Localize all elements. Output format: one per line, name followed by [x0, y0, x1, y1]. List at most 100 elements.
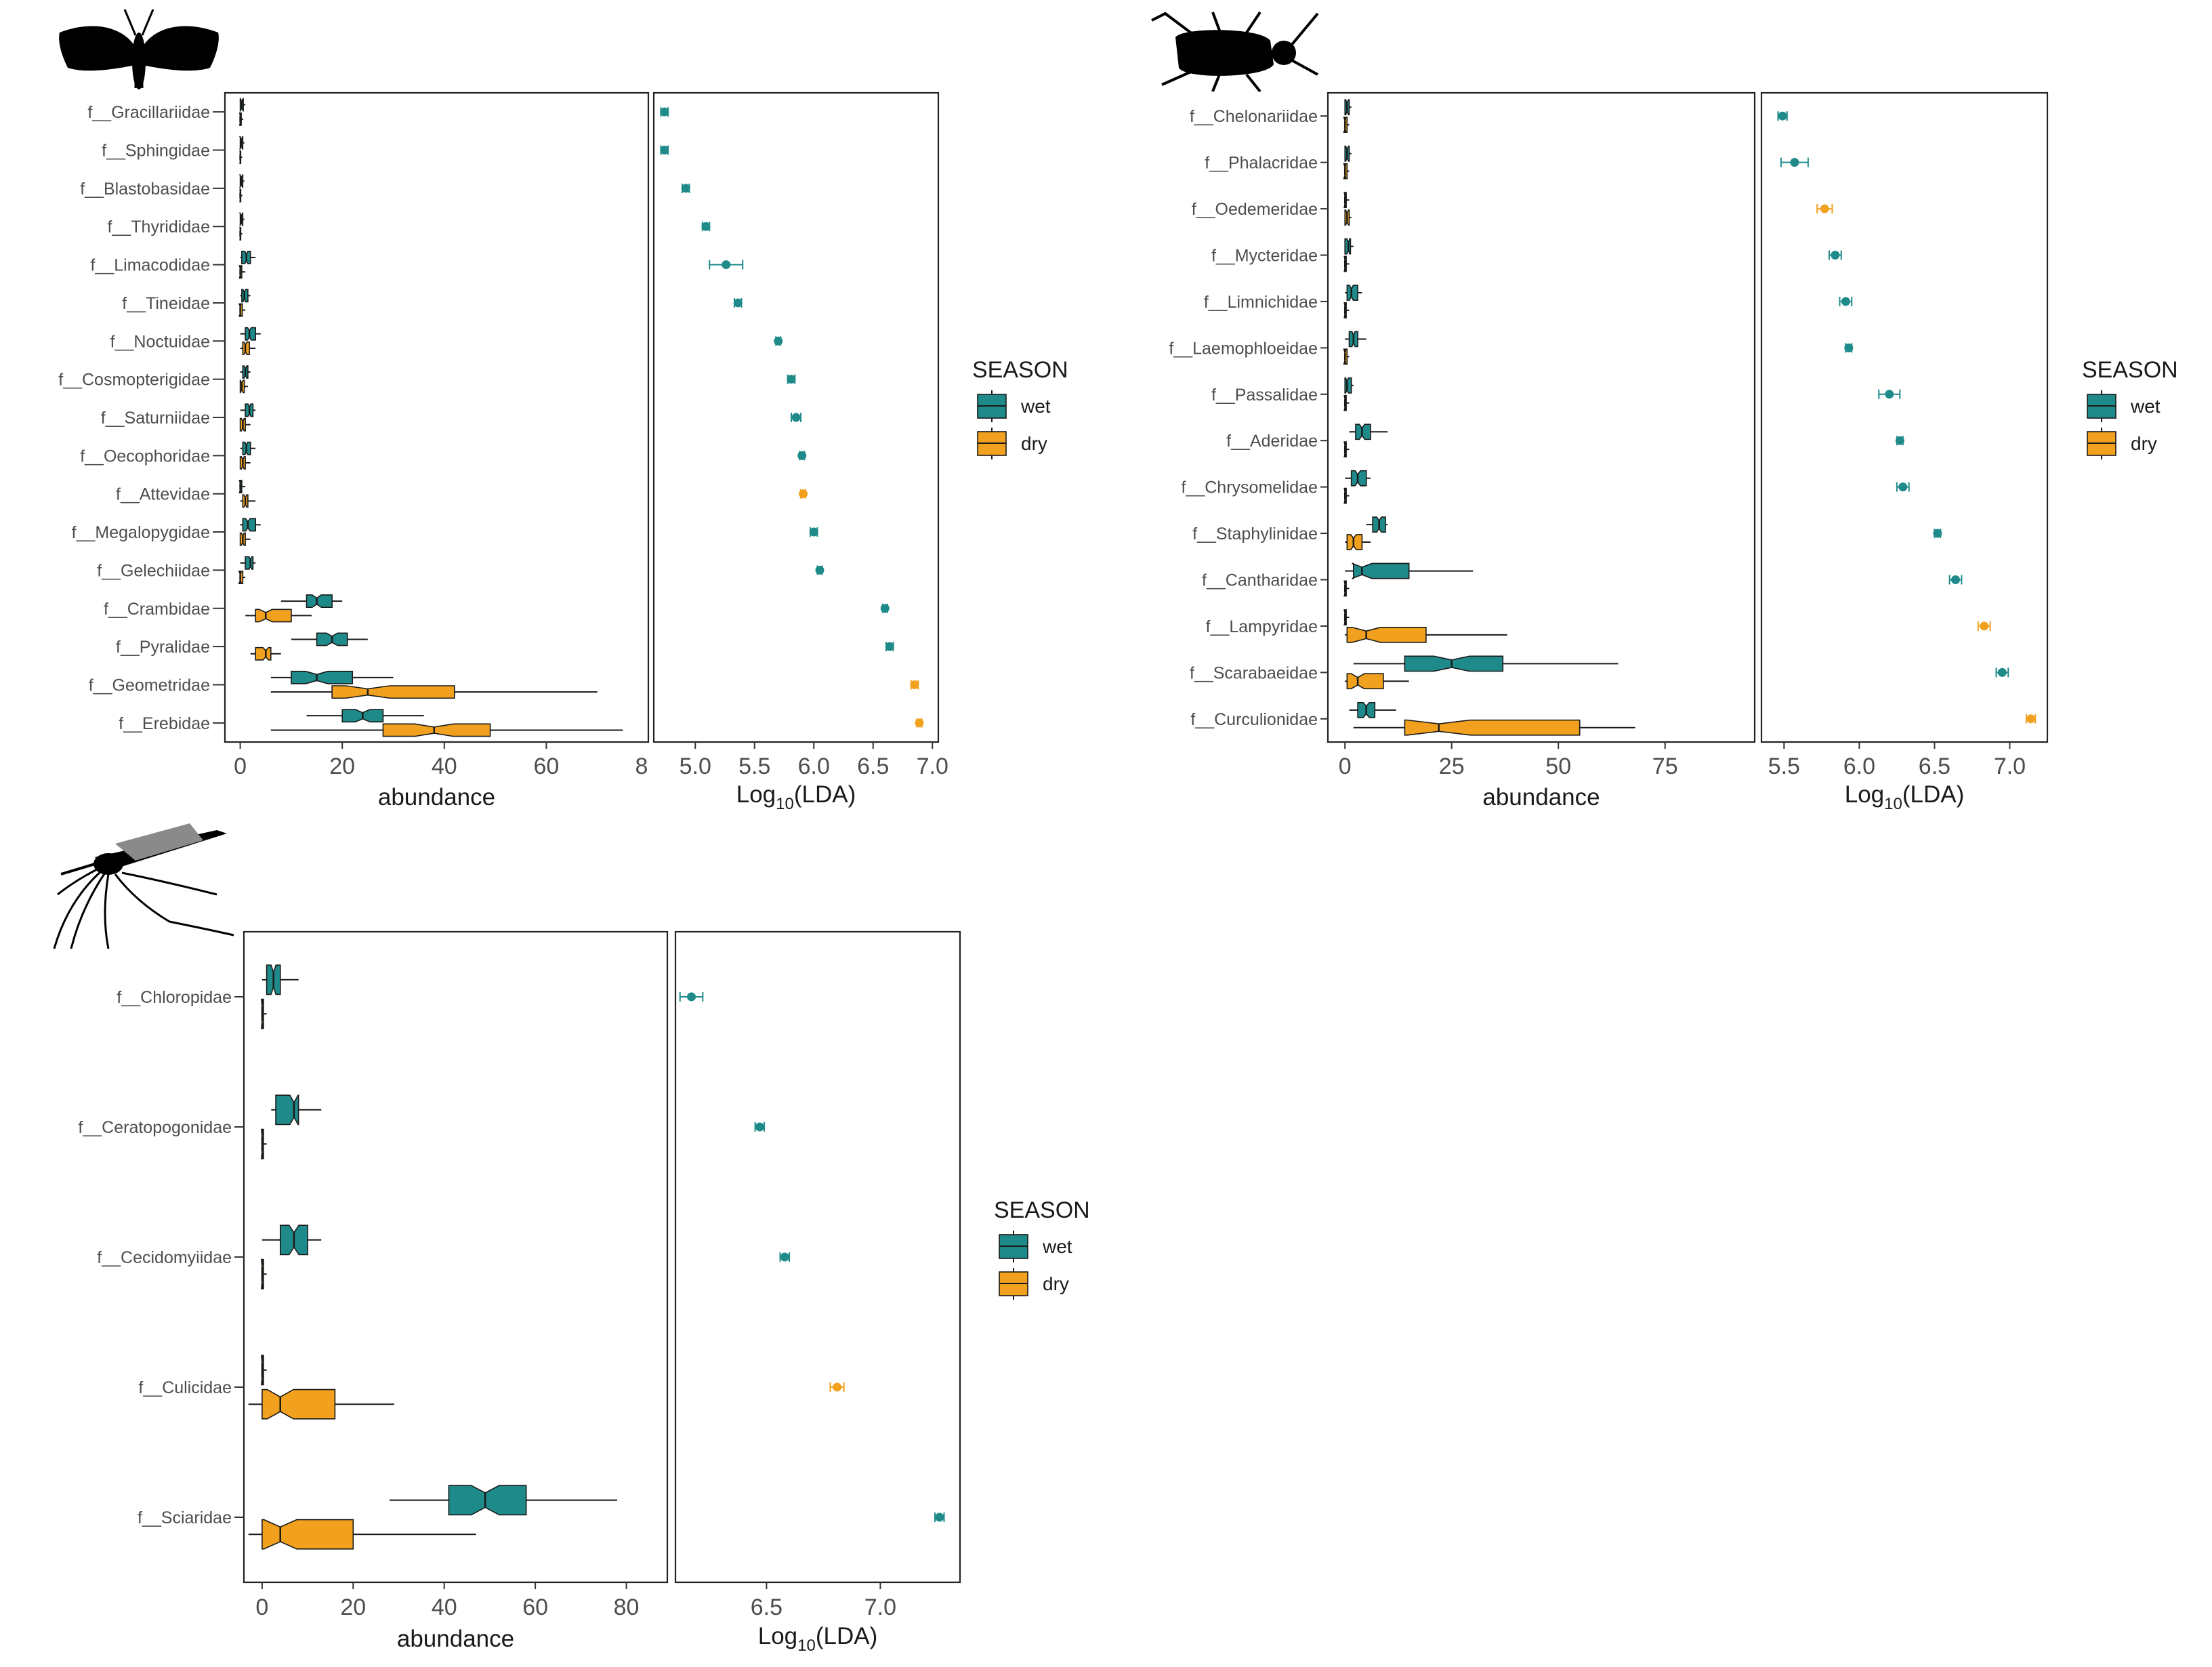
lda-point-dry — [915, 718, 924, 728]
lda-point-wet — [1885, 390, 1894, 399]
dry-box — [255, 646, 272, 661]
family-label: f__Passalidae — [1211, 386, 1318, 405]
family-label: f__Staphylinidae — [1192, 524, 1318, 543]
family-label: f__Saturniidae — [101, 409, 210, 428]
lda-point-wet — [1997, 667, 2007, 677]
dry-box — [1346, 534, 1363, 550]
family-label: f__Chloropidae — [117, 988, 232, 1007]
family-label: f__Pyralidae — [116, 638, 210, 657]
wet-box — [1344, 377, 1352, 394]
lda-point-dry — [910, 680, 919, 689]
moth-icon — [59, 9, 219, 89]
lda-plot-frame — [652, 91, 940, 743]
legend-label-dry: dry — [2131, 433, 2157, 454]
chart-panel-2: f__Chelonariidae f__Phalacridae f__Oedemer… — [1169, 91, 2178, 813]
wet-box — [245, 556, 254, 570]
lda-tick-label: 5.5 — [1768, 754, 1800, 779]
family-label: f__Megalopygidae — [72, 523, 210, 542]
family-label: f__Cosmopterigidae — [58, 371, 210, 390]
legend-label-wet: wet — [1020, 396, 1051, 417]
lda-tick-label: 6.5 — [1919, 754, 1950, 779]
lda-point-dry — [1980, 621, 1989, 631]
wet-box — [275, 1094, 299, 1126]
lda-point-wet — [787, 375, 796, 384]
family-label: f__Culicidae — [138, 1378, 232, 1397]
dry-box — [262, 1388, 336, 1420]
lda-point-wet — [660, 146, 669, 155]
lda-point-wet — [1895, 436, 1904, 445]
lda-point-wet — [1831, 251, 1840, 260]
abundance-tick-label: 0 — [1339, 754, 1352, 779]
family-label: f__Mycteridae — [1211, 247, 1318, 266]
lda-point-wet — [880, 604, 890, 613]
family-label: f__Phalacridae — [1205, 154, 1318, 173]
abundance-tick-label: 8 — [635, 754, 648, 779]
legend-title: SEASON — [2082, 357, 2178, 383]
lda-tick-label: 7.0 — [1994, 754, 2026, 779]
lda-point-dry — [799, 489, 808, 499]
abundance-plot-frame — [1327, 91, 1756, 743]
lda-point-wet — [774, 336, 783, 346]
legend-title: SEASON — [994, 1197, 1090, 1223]
lda-point-wet — [1790, 158, 1799, 167]
abundance-tick-label: 25 — [1439, 754, 1465, 779]
abundance-tick-label: 20 — [340, 1594, 366, 1620]
family-label: f__Curculionidae — [1190, 710, 1318, 729]
lda-point-wet — [1841, 297, 1850, 306]
lda-point-wet — [797, 451, 807, 460]
lda-tick-label: 5.0 — [680, 754, 711, 779]
family-label: f__Crambidae — [104, 600, 210, 619]
family-label: f__Geometridae — [89, 676, 210, 695]
abundance-tick-label: 40 — [432, 1594, 457, 1620]
wet-box — [291, 670, 354, 684]
lda-tick-label: 6.0 — [798, 754, 830, 779]
lda-point-wet — [1778, 111, 1787, 121]
abundance-plot-frame — [243, 930, 669, 1584]
family-label: f__Tineidae — [122, 294, 210, 313]
abundance-tick-label: 50 — [1545, 754, 1571, 779]
beetle-icon — [1151, 11, 1319, 93]
dry-box — [255, 609, 292, 623]
family-label: f__Ceratopogonidae — [78, 1118, 232, 1137]
abundance-axis-title: abundance — [1482, 784, 1600, 810]
mosquito-icon — [53, 823, 234, 949]
lda-point-wet — [755, 1122, 764, 1132]
wet-box — [306, 594, 333, 609]
abundance-tick-label: 60 — [522, 1594, 548, 1620]
family-label: f__Lampyridae — [1206, 617, 1318, 636]
dry-box — [262, 1519, 354, 1550]
lda-tick-label: 6.5 — [751, 1594, 782, 1620]
family-label: f__Erebidae — [119, 714, 210, 733]
family-label: f__Gelechiidae — [97, 561, 210, 580]
family-label: f__Scarabaeidae — [1190, 663, 1318, 682]
dry-box — [1346, 626, 1427, 643]
lda-axis-title: Log10(LDA) — [1845, 781, 1965, 813]
family-label: f__Limnichidae — [1204, 293, 1318, 312]
legend-title: SEASON — [972, 357, 1068, 383]
lda-point-wet — [1933, 529, 1942, 538]
family-label: f__Oedemeridae — [1192, 200, 1318, 219]
wet-box — [1355, 424, 1371, 440]
family-label: f__Chelonariidae — [1190, 107, 1318, 126]
plots-layer: f__Gracillariidae f__Sphingidae f__Blastob… — [58, 91, 2178, 1655]
lda-point-wet — [1951, 575, 1961, 584]
chart-panel-3: f__Chloropidae f__Ceratopogonidae f__Cecid… — [78, 930, 1090, 1655]
abundance-tick-label: 75 — [1652, 754, 1678, 779]
lda-point-wet — [733, 298, 743, 308]
lda-point-wet — [660, 107, 669, 117]
family-label: f__Attevidae — [116, 485, 210, 504]
lda-point-wet — [780, 1252, 789, 1262]
abundance-tick-label: 0 — [234, 754, 247, 779]
lda-point-wet — [1898, 482, 1908, 492]
wet-box — [242, 518, 256, 532]
abundance-tick-label: 40 — [432, 754, 457, 779]
lda-point-dry — [833, 1382, 842, 1392]
wet-box — [1404, 655, 1504, 672]
abundance-tick-label: 0 — [255, 1594, 268, 1620]
chart-panel-1: f__Gracillariidae f__Sphingidae f__Blastob… — [58, 91, 1068, 813]
lda-tick-label: 7.0 — [864, 1594, 896, 1620]
lda-point-wet — [791, 413, 801, 422]
family-label: f__Gracillariidae — [87, 103, 210, 122]
lda-tick-label: 7.0 — [917, 754, 948, 779]
